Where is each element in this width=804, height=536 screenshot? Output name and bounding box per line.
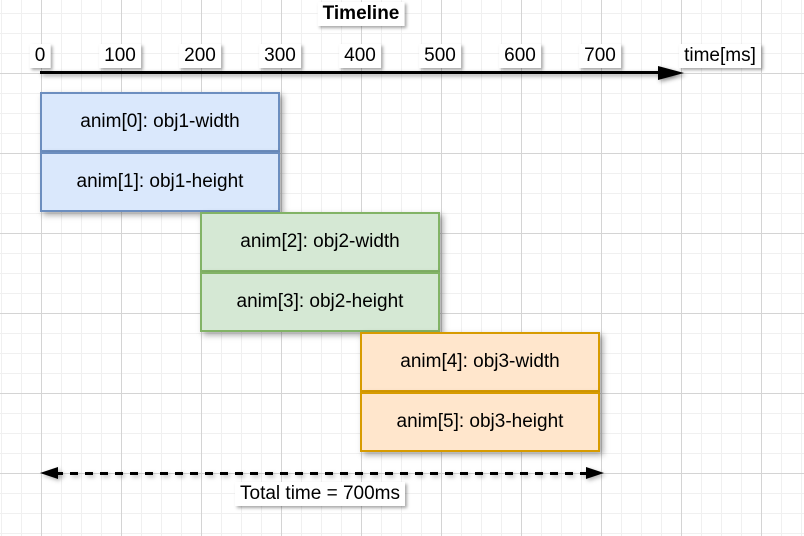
diagram-title: Timeline: [317, 2, 405, 26]
arrow-left-head-icon: [40, 467, 58, 479]
timeline-bar-anim-2: anim[2]: obj2-width: [200, 212, 440, 272]
arrow-right-head-icon: [586, 467, 604, 479]
axis-tick-200: 200: [179, 44, 221, 68]
axis-tick-700: 700: [579, 44, 621, 68]
timeline-bar-anim-5: anim[5]: obj3-height: [360, 392, 600, 452]
timeline-bar-anim-0: anim[0]: obj1-width: [40, 92, 280, 152]
timeline-bar-anim-3: anim[3]: obj2-height: [200, 272, 440, 332]
timeline-bar-anim-4: anim[4]: obj3-width: [360, 332, 600, 392]
total-time-dashed-line: [55, 472, 587, 475]
time-axis-arrowhead-icon: [658, 66, 684, 80]
axis-unit-label: time[ms]: [679, 44, 761, 68]
axis-tick-300: 300: [259, 44, 301, 68]
timeline-bar-anim-1: anim[1]: obj1-height: [40, 152, 280, 212]
axis-tick-400: 400: [339, 44, 381, 68]
axis-tick-0: 0: [29, 44, 51, 68]
axis-tick-500: 500: [419, 44, 461, 68]
time-axis-line: [40, 71, 672, 74]
total-time-label: Total time = 700ms: [235, 482, 405, 506]
axis-tick-600: 600: [499, 44, 541, 68]
axis-tick-100: 100: [99, 44, 141, 68]
